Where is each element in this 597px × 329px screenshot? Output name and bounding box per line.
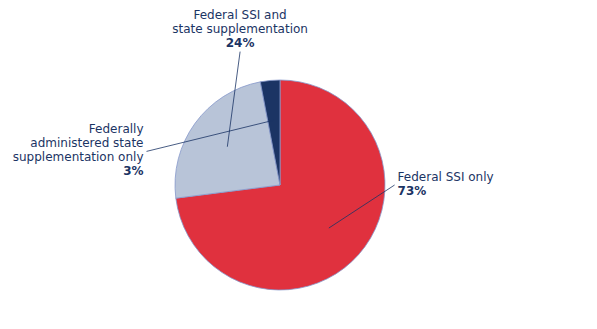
label-line: supplementation only [13,150,144,164]
leader-line [147,120,274,151]
label-line: Federal SSI only [398,170,494,184]
slice-label: Federal SSI only [398,170,494,184]
slice-label: Federal SSI andstate supplementation [172,8,308,36]
slices [175,80,385,290]
slice [260,80,280,185]
label-line: state supplementation [172,22,308,36]
label-line: administered state [30,136,143,150]
labels: Federal SSI only73% Federal SSI andstate … [13,8,494,228]
value-label: 73% [398,184,427,198]
slice [176,80,385,290]
label-line: Federal SSI and [193,8,286,22]
value-label: 24% [226,36,255,50]
value-label: 3% [123,164,143,178]
chart-container: Federal SSI only73% Federal SSI andstate … [0,0,597,329]
chart: Federal SSI only73% Federal SSI andstate … [0,0,597,329]
slice-label: Federallyadministered statesupplementati… [13,122,144,164]
label-line: Federally [89,122,144,136]
leader-line [227,52,240,147]
leader-line [329,185,395,228]
